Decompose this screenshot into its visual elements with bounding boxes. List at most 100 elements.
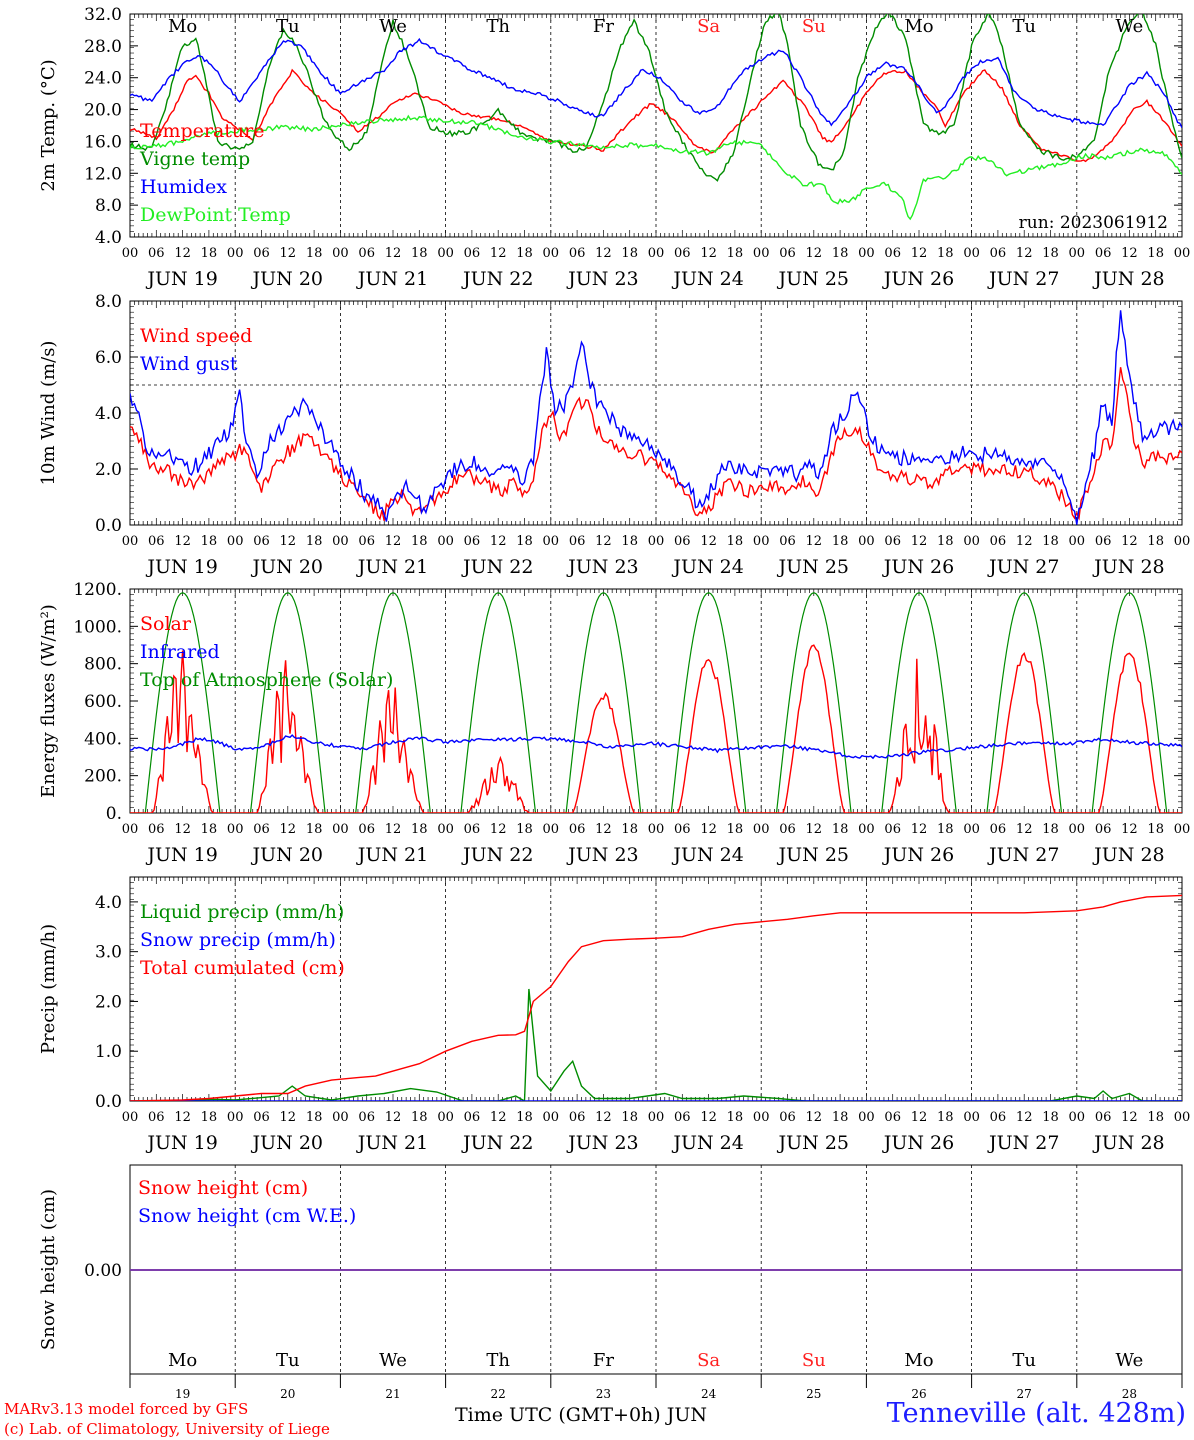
hour-label: 06 bbox=[569, 1110, 586, 1125]
day-name-top: Th bbox=[486, 16, 510, 37]
hour-label: 18 bbox=[727, 246, 744, 261]
hour-label: 12 bbox=[595, 1110, 612, 1125]
hour-label: 12 bbox=[595, 246, 612, 261]
date-label: JUN 23 bbox=[566, 1132, 638, 1154]
hour-label: 12 bbox=[385, 246, 402, 261]
date-label: JUN 28 bbox=[1092, 268, 1164, 290]
day-number: 21 bbox=[385, 1387, 400, 1401]
y-tick-label: 800. bbox=[84, 655, 122, 675]
date-label: JUN 23 bbox=[566, 844, 638, 866]
day-number: 20 bbox=[280, 1387, 295, 1401]
hour-label: 06 bbox=[464, 822, 481, 837]
legend-entry: Infrared bbox=[140, 641, 220, 663]
hour-label: 12 bbox=[911, 246, 928, 261]
hour-label: 00 bbox=[858, 1110, 875, 1125]
hour-label: 06 bbox=[1095, 246, 1112, 261]
hour-label: 18 bbox=[621, 1110, 638, 1125]
hour-label: 18 bbox=[621, 822, 638, 837]
hour-label: 18 bbox=[832, 1110, 849, 1125]
y-tick-label: 0. bbox=[106, 804, 122, 824]
hour-label: 00 bbox=[753, 1110, 770, 1125]
y-axis-title: Precip (mm/h) bbox=[38, 924, 59, 1054]
hour-label: 06 bbox=[253, 246, 270, 261]
y-tick-label: 0.0 bbox=[95, 516, 122, 536]
hour-label: 18 bbox=[516, 246, 533, 261]
hour-label: 18 bbox=[1042, 534, 1059, 549]
hour-label: 00 bbox=[332, 822, 349, 837]
hour-label: 00 bbox=[858, 534, 875, 549]
day-number: 22 bbox=[491, 1387, 506, 1401]
hour-label: 06 bbox=[674, 534, 691, 549]
hour-label: 00 bbox=[122, 1110, 139, 1125]
date-label: JUN 20 bbox=[251, 268, 323, 290]
hour-label: 00 bbox=[437, 1110, 454, 1125]
day-number: 25 bbox=[806, 1387, 821, 1401]
hour-label: 00 bbox=[122, 534, 139, 549]
date-label: JUN 25 bbox=[777, 1132, 849, 1154]
hour-label: 00 bbox=[543, 246, 560, 261]
legend-entry: Solar bbox=[140, 613, 192, 635]
day-name-top: Tu bbox=[276, 16, 300, 37]
hour-label: 12 bbox=[385, 1110, 402, 1125]
day-number: 26 bbox=[911, 1387, 926, 1401]
series-line-wind-speed bbox=[130, 367, 1182, 521]
date-label: JUN 23 bbox=[566, 556, 638, 578]
hour-label: 00 bbox=[648, 534, 665, 549]
y-tick-label: 28.0 bbox=[84, 37, 122, 57]
date-label: JUN 24 bbox=[671, 556, 743, 578]
y-tick-label: 4.0 bbox=[95, 228, 122, 248]
hour-label: 06 bbox=[464, 534, 481, 549]
y-axis-title: Energy fluxes (W/m²) bbox=[38, 604, 59, 798]
hour-label: 00 bbox=[753, 246, 770, 261]
y-tick-label: 16.0 bbox=[84, 132, 122, 152]
hour-label: 00 bbox=[963, 1110, 980, 1125]
date-label: JUN 24 bbox=[671, 1132, 743, 1154]
day-number: 23 bbox=[596, 1387, 611, 1401]
hour-label: 06 bbox=[253, 534, 270, 549]
hour-label: 12 bbox=[700, 1110, 717, 1125]
hour-label: 06 bbox=[358, 1110, 375, 1125]
hour-label: 12 bbox=[490, 1110, 507, 1125]
y-tick-label: 24.0 bbox=[84, 69, 122, 89]
day-name-bottom: Mo bbox=[904, 1350, 933, 1371]
series-group bbox=[130, 592, 1182, 813]
hour-label: 06 bbox=[358, 822, 375, 837]
date-label: JUN 19 bbox=[145, 268, 217, 290]
hour-label: 06 bbox=[674, 822, 691, 837]
hour-label: 00 bbox=[648, 822, 665, 837]
legend-entry: Liquid precip (mm/h) bbox=[140, 901, 344, 923]
date-label: JUN 19 bbox=[145, 1132, 217, 1154]
hour-label: 06 bbox=[253, 1110, 270, 1125]
hour-label: 00 bbox=[227, 534, 244, 549]
hour-label: 06 bbox=[1095, 1110, 1112, 1125]
day-name-bottom: Tu bbox=[1012, 1350, 1036, 1371]
hour-label: 00 bbox=[1069, 1110, 1086, 1125]
hour-label: 00 bbox=[1069, 246, 1086, 261]
series-group bbox=[130, 894, 1182, 1101]
hour-label: 18 bbox=[727, 822, 744, 837]
hour-label: 18 bbox=[1042, 1110, 1059, 1125]
hour-label: 18 bbox=[201, 534, 218, 549]
hour-label: 06 bbox=[990, 1110, 1007, 1125]
panel-3: 0. 200. 400. 600. 800. 1000. 1200. Energy fluxe… bbox=[38, 580, 1190, 866]
legend-entry: Vigne temp bbox=[139, 148, 250, 170]
hour-label: 12 bbox=[1121, 1110, 1138, 1125]
hour-label: 12 bbox=[806, 246, 823, 261]
hour-label: 06 bbox=[1095, 534, 1112, 549]
y-tick-label: 1.0 bbox=[95, 1042, 122, 1062]
day-name-bottom: Th bbox=[486, 1350, 510, 1371]
hour-label: 06 bbox=[884, 822, 901, 837]
hour-label: 18 bbox=[306, 246, 323, 261]
hour-label: 18 bbox=[201, 822, 218, 837]
hour-label: 00 bbox=[332, 1110, 349, 1125]
hour-label: 18 bbox=[1042, 822, 1059, 837]
day-number: 24 bbox=[701, 1387, 717, 1401]
hour-label: 18 bbox=[306, 1110, 323, 1125]
legend-entry: Wind gust bbox=[140, 353, 238, 375]
date-label: JUN 26 bbox=[882, 556, 954, 578]
hour-label: 12 bbox=[911, 534, 928, 549]
hour-label: 00 bbox=[963, 246, 980, 261]
hour-label: 12 bbox=[1121, 246, 1138, 261]
hour-label: 12 bbox=[700, 534, 717, 549]
hour-label: 18 bbox=[832, 534, 849, 549]
